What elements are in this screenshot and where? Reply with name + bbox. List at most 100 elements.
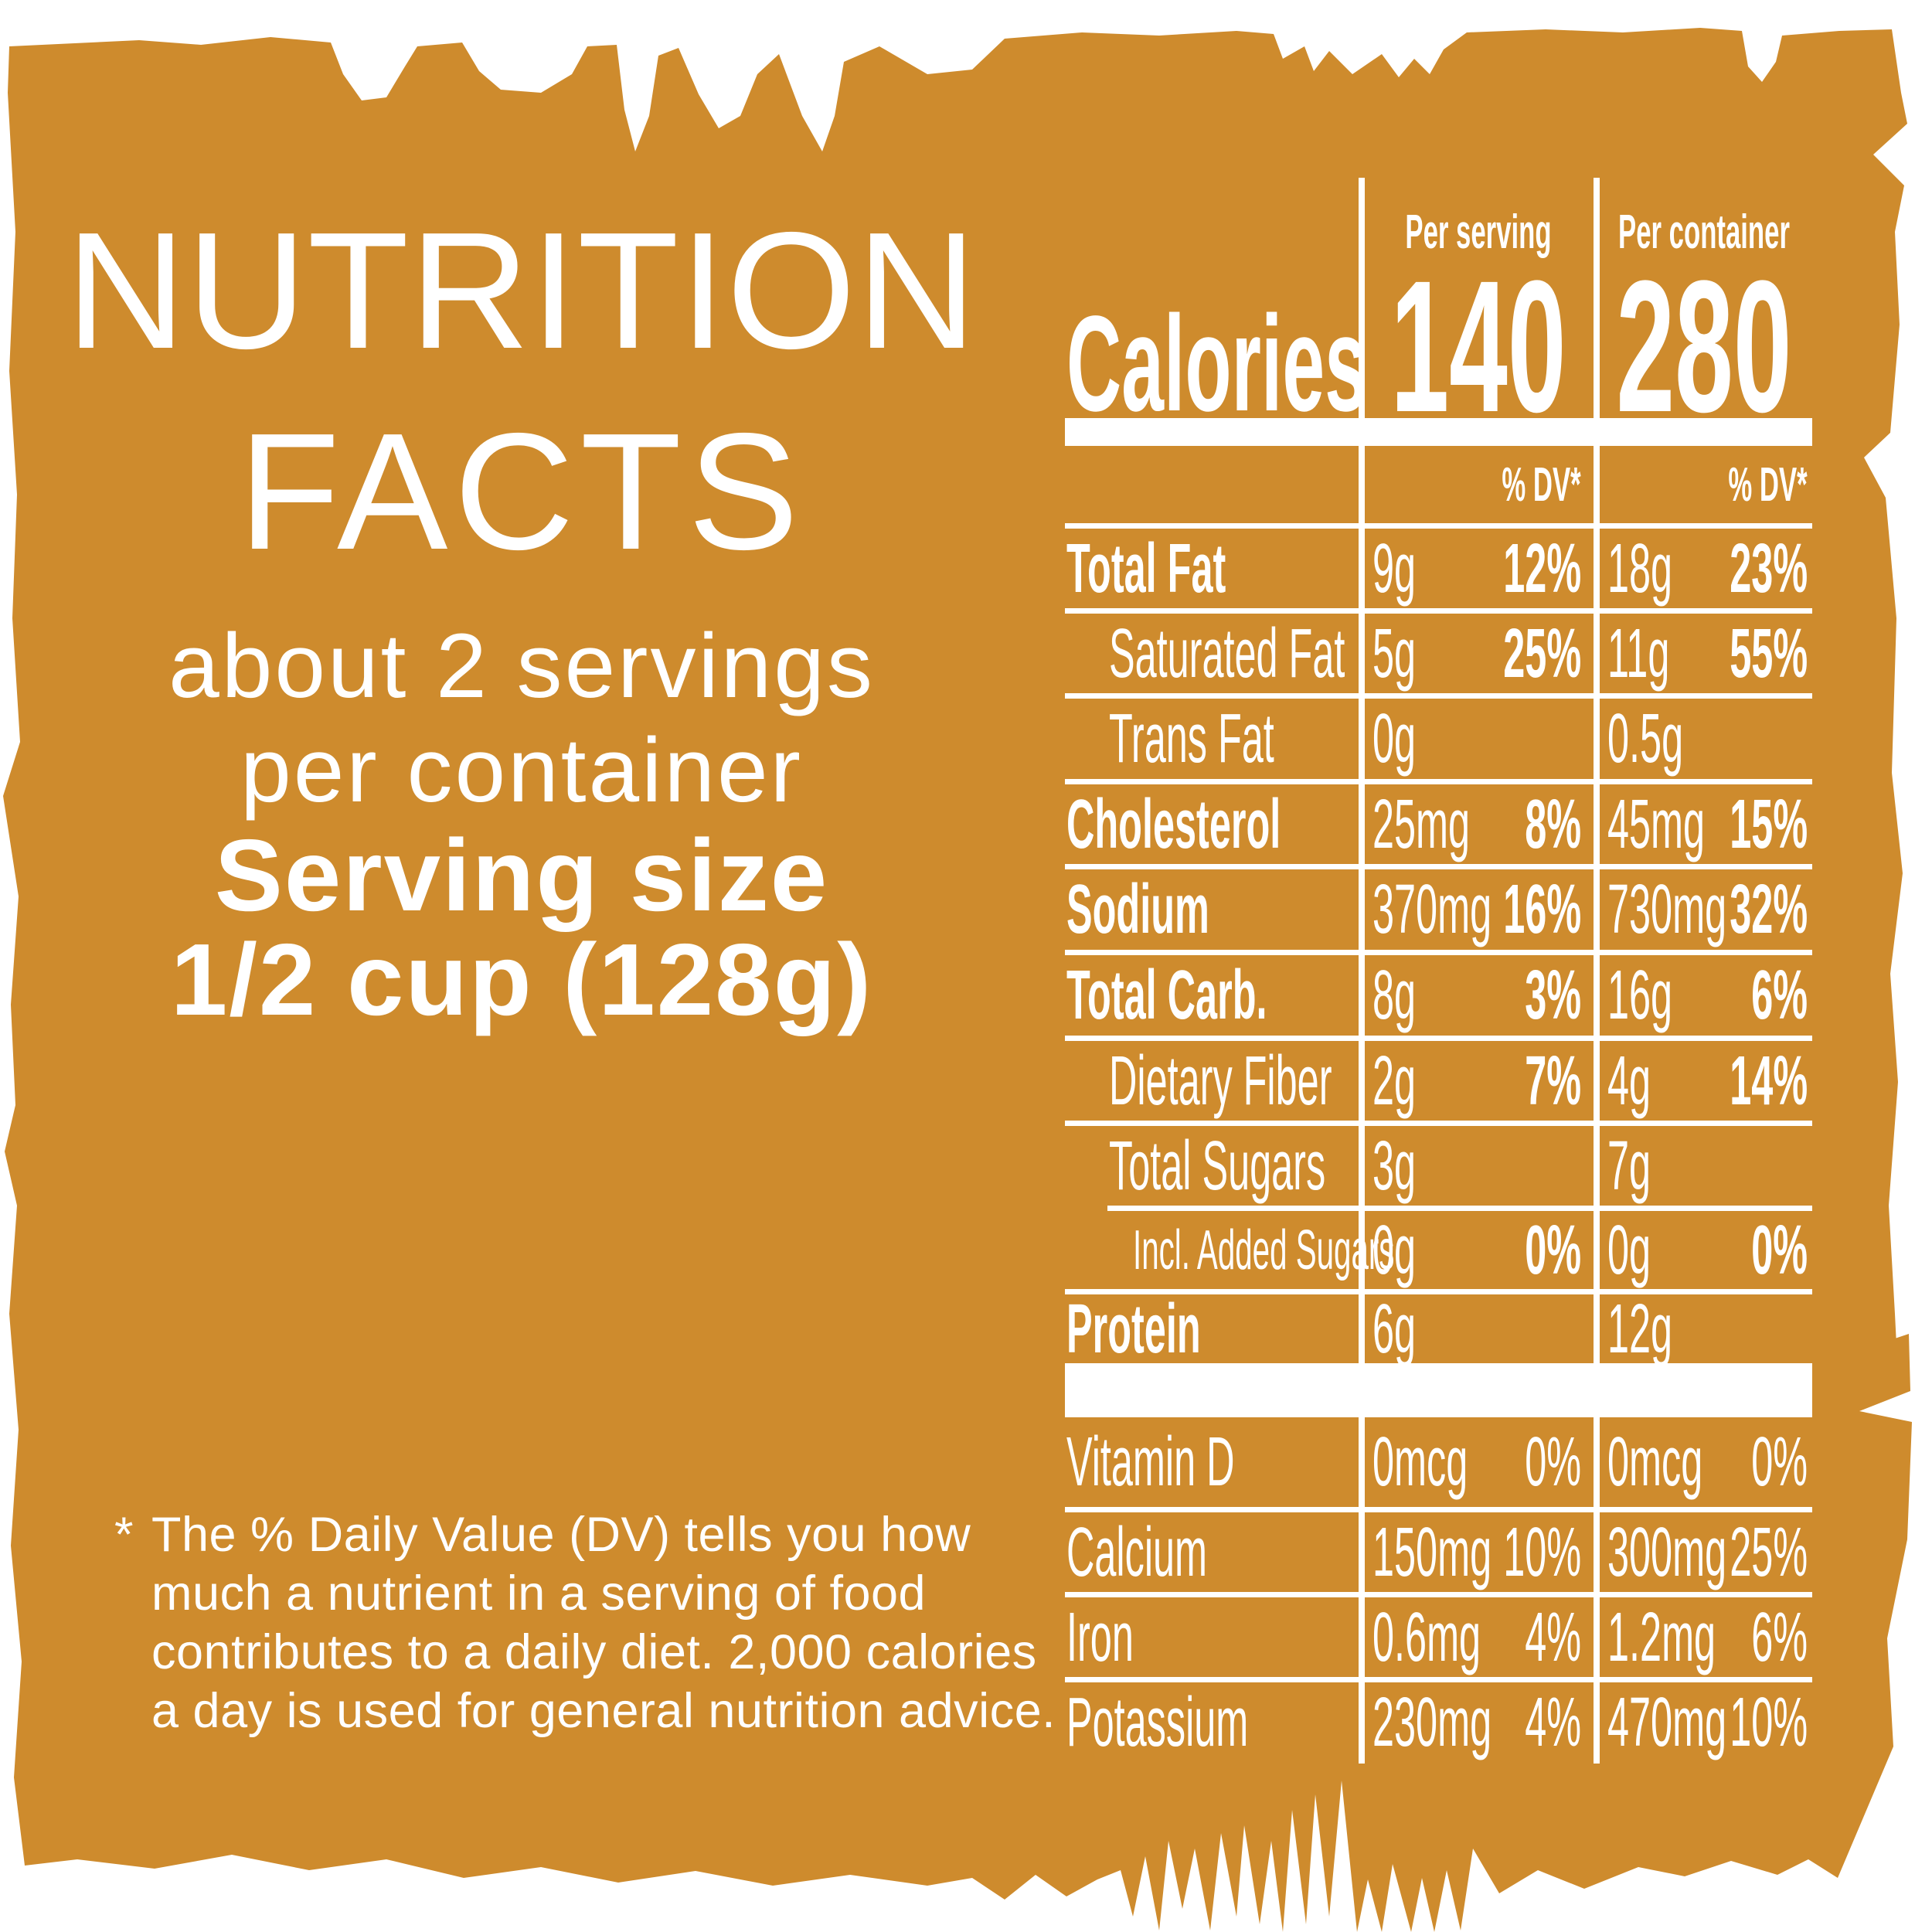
daily-value-footnote: * The % Daily Value (DV) tells you how m… bbox=[114, 1505, 1073, 1740]
servings-per-container-line2: per container bbox=[240, 719, 803, 821]
dv-per-container: 0% bbox=[1751, 1211, 1808, 1289]
table-row-total-carb: Total Carb. 8g 3% 16g 6% bbox=[1065, 955, 1812, 1036]
amount-per-container: 300mg bbox=[1607, 1513, 1727, 1591]
amount-per-serving: 0.6mg bbox=[1372, 1598, 1481, 1676]
table-row-vitamin-d: Vitamin D 0mcg 0% 0mcg 0% bbox=[1065, 1417, 1812, 1507]
amount-per-serving: 370mg bbox=[1372, 871, 1492, 948]
table-row-cholesterol: Cholesterol 25mg 8% 45mg 15% bbox=[1065, 784, 1812, 864]
rule-indented bbox=[1107, 1206, 1812, 1211]
nutrient-label: Protein bbox=[1066, 1290, 1201, 1368]
rule bbox=[1065, 693, 1812, 699]
dv-per-container: 32% bbox=[1730, 871, 1808, 948]
rule bbox=[1065, 1036, 1812, 1041]
dv-per-serving: 16% bbox=[1503, 871, 1581, 948]
nutrient-label: Dietary Fiber bbox=[1109, 1042, 1332, 1120]
page-title-line2: FACTS bbox=[238, 398, 805, 584]
dv-header-per-container: % DV* bbox=[1728, 458, 1808, 512]
dv-header-per-serving: % DV* bbox=[1502, 458, 1581, 512]
rule bbox=[1065, 1592, 1812, 1597]
table-row-total-sugars: Total Sugars 3g 7g bbox=[1065, 1126, 1812, 1206]
amount-per-serving: 6g bbox=[1372, 1290, 1417, 1368]
table-row-calcium: Calcium 150mg 10% 300mg 25% bbox=[1065, 1512, 1812, 1592]
dv-per-container: 14% bbox=[1730, 1042, 1808, 1120]
nutrient-label: Iron bbox=[1066, 1598, 1134, 1676]
per-container-header: Per container bbox=[1618, 206, 1790, 259]
serving-size-value: 1/2 cup (128g) bbox=[170, 923, 873, 1036]
calories-per-container: 280 bbox=[1616, 242, 1792, 451]
dv-per-container: 6% bbox=[1751, 957, 1808, 1034]
dv-per-container: 25% bbox=[1730, 1513, 1808, 1591]
rule bbox=[1065, 1677, 1812, 1682]
amount-per-container: 0.5g bbox=[1607, 700, 1684, 777]
calories-separator-bar bbox=[1065, 418, 1812, 446]
amount-per-serving: 0mcg bbox=[1372, 1423, 1468, 1501]
amount-per-container: 470mg bbox=[1607, 1683, 1727, 1761]
nutrient-label: Cholesterol bbox=[1066, 785, 1281, 863]
amount-per-container: 12g bbox=[1607, 1290, 1673, 1368]
dv-per-container: 6% bbox=[1751, 1598, 1808, 1676]
nutrient-label: Vitamin D bbox=[1066, 1423, 1235, 1501]
table-row-saturated-fat: Saturated Fat 5g 25% 11g 55% bbox=[1065, 614, 1812, 693]
dv-header-row: % DV* % DV* bbox=[1065, 450, 1812, 521]
dv-per-serving: 7% bbox=[1525, 1042, 1581, 1120]
amount-per-container: 45mg bbox=[1607, 785, 1706, 863]
rule bbox=[1065, 1121, 1812, 1126]
protein-separator-bar bbox=[1065, 1363, 1812, 1417]
amount-per-container: 730mg bbox=[1607, 871, 1727, 948]
dv-per-serving: 25% bbox=[1503, 614, 1581, 692]
amount-per-container: 0mcg bbox=[1607, 1423, 1703, 1501]
rule bbox=[1065, 779, 1812, 784]
serving-info: about 2 servings per container Serving s… bbox=[23, 614, 1020, 1032]
amount-per-container: 16g bbox=[1607, 957, 1673, 1034]
nutrient-label: Saturated Fat bbox=[1109, 614, 1345, 692]
dv-per-container: 15% bbox=[1730, 785, 1808, 863]
nutrition-table: Per serving Per container Calories 140 2… bbox=[1065, 178, 1812, 1764]
nutrient-label: Potassium bbox=[1066, 1683, 1249, 1761]
nutrient-label: Incl. Added Sugars bbox=[1133, 1219, 1395, 1281]
amount-per-serving: 8g bbox=[1372, 957, 1417, 1034]
dv-per-serving: 12% bbox=[1503, 529, 1581, 607]
table-row-potassium: Potassium 230mg 4% 470mg 10% bbox=[1065, 1682, 1812, 1762]
page-title: NUTRITION bbox=[66, 197, 978, 383]
table-row-sodium: Sodium 370mg 16% 730mg 32% bbox=[1065, 869, 1812, 950]
calories-per-serving: 140 bbox=[1390, 242, 1566, 451]
nutrient-label: Total Fat bbox=[1066, 529, 1226, 607]
amount-per-serving: 0g bbox=[1372, 700, 1417, 777]
amount-per-serving: 9g bbox=[1372, 529, 1417, 607]
nutrient-label: Sodium bbox=[1066, 871, 1209, 948]
dv-per-serving: 0% bbox=[1525, 1423, 1581, 1501]
footnote-asterisk: * bbox=[114, 1508, 134, 1562]
dv-per-container: 0% bbox=[1751, 1423, 1808, 1501]
rule bbox=[1065, 864, 1812, 869]
dv-per-serving: 4% bbox=[1525, 1683, 1581, 1761]
dv-per-serving: 8% bbox=[1525, 785, 1581, 863]
table-row-dietary-fiber: Dietary Fiber 2g 7% 4g 14% bbox=[1065, 1041, 1812, 1121]
nutrient-label: Total Sugars bbox=[1109, 1127, 1326, 1205]
dv-per-serving: 3% bbox=[1525, 957, 1581, 1034]
dv-per-serving: 4% bbox=[1525, 1598, 1581, 1676]
table-row-added-sugars: Incl. Added Sugars 0g 0% 0g 0% bbox=[1065, 1211, 1812, 1289]
dv-per-serving: 10% bbox=[1503, 1513, 1581, 1591]
amount-per-serving: 2g bbox=[1372, 1042, 1417, 1120]
amount-per-serving: 5g bbox=[1372, 614, 1417, 692]
per-serving-header: Per serving bbox=[1405, 206, 1552, 259]
table-row-protein: Protein 6g 12g bbox=[1065, 1290, 1812, 1368]
calories-label: Calories bbox=[1066, 288, 1367, 440]
nutrient-label: Calcium bbox=[1066, 1513, 1208, 1591]
rule bbox=[1065, 608, 1812, 614]
amount-per-container: 18g bbox=[1607, 529, 1673, 607]
dv-per-container: 55% bbox=[1730, 614, 1808, 692]
amount-per-container: 0g bbox=[1607, 1211, 1651, 1289]
amount-per-serving: 230mg bbox=[1372, 1683, 1492, 1761]
amount-per-container: 4g bbox=[1607, 1042, 1651, 1120]
amount-per-container: 7g bbox=[1607, 1127, 1651, 1205]
amount-per-serving: 3g bbox=[1372, 1127, 1417, 1205]
table-row-total-fat: Total Fat 9g 12% 18g 23% bbox=[1065, 529, 1812, 608]
nutrient-label: Trans Fat bbox=[1109, 700, 1274, 777]
serving-size-label: Serving size bbox=[214, 818, 829, 932]
dv-per-container: 23% bbox=[1730, 529, 1808, 607]
rule bbox=[1065, 1507, 1812, 1512]
amount-per-serving: 0g bbox=[1372, 1211, 1417, 1289]
